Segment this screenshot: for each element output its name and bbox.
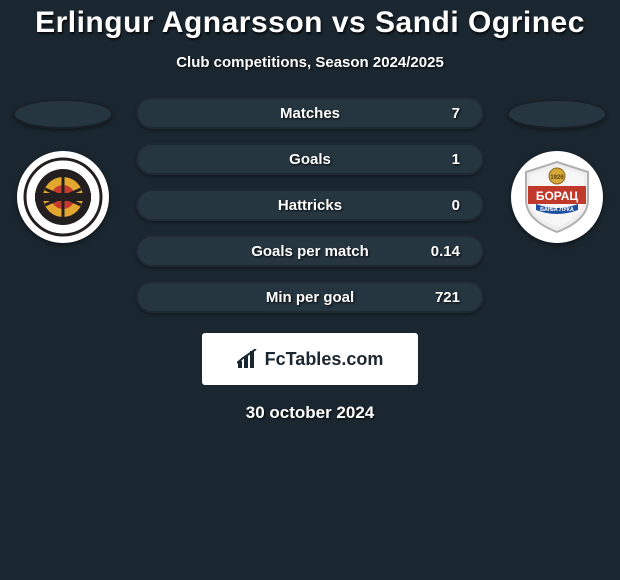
left-name-plate: [13, 99, 113, 129]
brand-logo: FcTables.com: [202, 333, 418, 385]
subtitle: Club competitions, Season 2024/2025: [0, 54, 620, 71]
svg-text:1926: 1926: [550, 175, 564, 181]
date-text: 30 october 2024: [0, 403, 620, 423]
right-player-column: БОРАЦ БАЊА ЛУКА 1926: [502, 99, 612, 243]
stat-row-goals: Goals 1: [136, 143, 484, 175]
stat-label: Goals: [289, 151, 331, 168]
comparison-row: Matches 7 Goals 1 Hattricks 0 Goals per …: [0, 99, 620, 313]
stats-column: Matches 7 Goals 1 Hattricks 0 Goals per …: [118, 97, 502, 313]
stat-row-matches: Matches 7: [136, 97, 484, 129]
chart-bars-icon: [237, 349, 259, 369]
stat-label: Min per goal: [266, 289, 354, 306]
right-club-badge: БОРАЦ БАЊА ЛУКА 1926: [511, 151, 603, 243]
left-club-badge: [17, 151, 109, 243]
stat-value: 7: [452, 105, 460, 122]
page-title: Erlingur Agnarsson vs Sandi Ogrinec: [0, 0, 620, 40]
stat-value: 0.14: [431, 243, 460, 260]
stat-row-mpg: Min per goal 721: [136, 281, 484, 313]
stat-value: 1: [452, 151, 460, 168]
stat-value: 721: [435, 289, 460, 306]
stat-label: Matches: [280, 105, 340, 122]
left-player-column: [8, 99, 118, 243]
borac-badge-icon: БОРАЦ БАЊА ЛУКА 1926: [516, 156, 598, 238]
brand-text: FcTables.com: [265, 349, 384, 370]
stat-label: Hattricks: [278, 197, 342, 214]
stat-value: 0: [452, 197, 460, 214]
svg-text:БАЊА ЛУКА: БАЊА ЛУКА: [540, 207, 574, 213]
stat-row-gpm: Goals per match 0.14: [136, 235, 484, 267]
vikingur-badge-icon: [23, 157, 103, 237]
svg-text:БОРАЦ: БОРАЦ: [536, 189, 579, 203]
stat-label: Goals per match: [251, 243, 369, 260]
stat-row-hattricks: Hattricks 0: [136, 189, 484, 221]
right-name-plate: [507, 99, 607, 129]
